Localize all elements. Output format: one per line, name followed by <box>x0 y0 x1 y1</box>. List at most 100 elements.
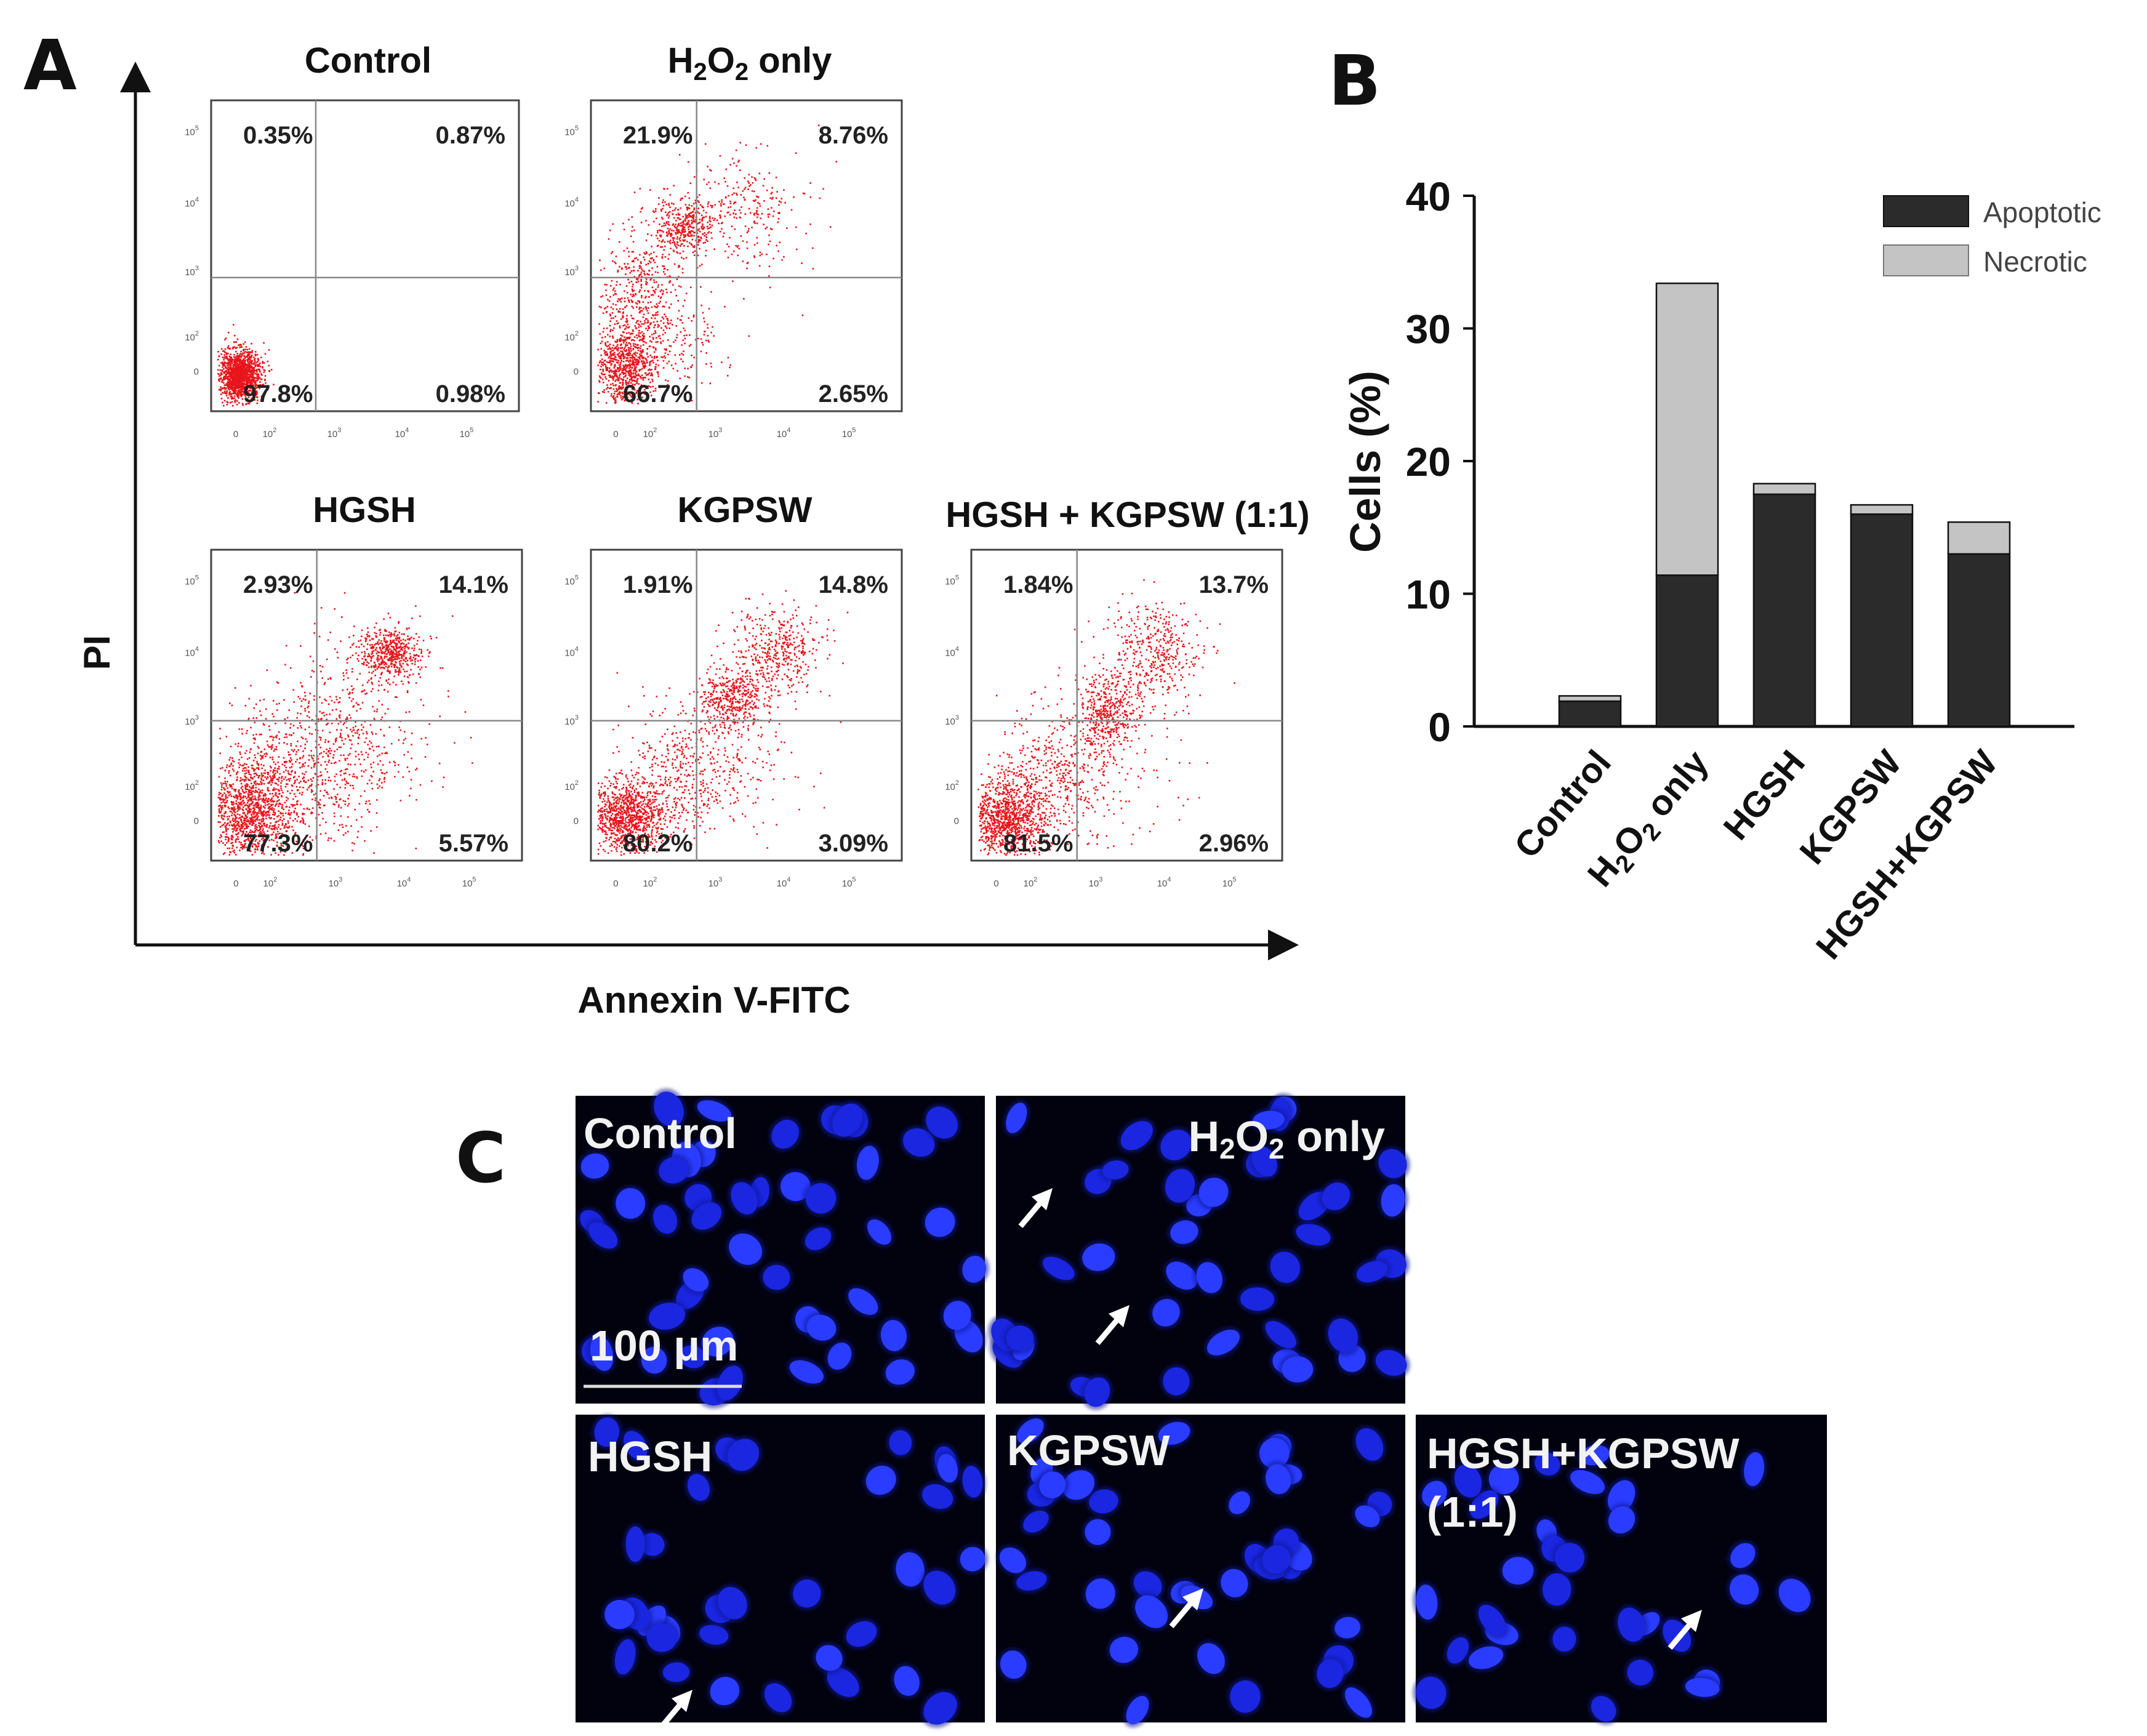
flow-dot <box>320 764 322 766</box>
flow-dot <box>692 316 695 318</box>
flow-dot <box>778 204 780 206</box>
flow-dot <box>768 213 771 215</box>
flow-dot <box>667 258 670 260</box>
flow-dot <box>331 797 333 799</box>
flow-dot <box>676 334 678 336</box>
flow-dot <box>261 757 263 758</box>
flow-dot <box>222 392 223 394</box>
flow-dot <box>289 778 291 780</box>
flow-dot <box>303 691 306 694</box>
flow-dot <box>274 827 276 829</box>
flow-dot <box>633 364 636 366</box>
flow-dot <box>231 347 234 350</box>
flow-dot <box>251 386 253 388</box>
flow-dot <box>262 844 264 846</box>
flow-dot <box>735 149 737 151</box>
flow-dot <box>669 281 671 283</box>
flow-dot <box>637 281 640 283</box>
flow-dot <box>319 807 321 809</box>
flow-dot <box>234 368 236 371</box>
flow-dot <box>632 361 634 363</box>
flow-dot <box>662 199 664 201</box>
flow-dot <box>246 391 249 393</box>
flow-dot <box>300 681 302 684</box>
flow-dot <box>668 224 670 226</box>
flow-dot <box>665 301 667 303</box>
flow-dot <box>252 816 254 819</box>
flow-dot <box>654 262 656 263</box>
flow-dot <box>315 729 317 731</box>
flow-dot <box>304 781 307 783</box>
flow-dot <box>607 348 609 350</box>
flow-dot <box>677 300 679 302</box>
flow-dot <box>706 225 708 228</box>
flow-dot <box>217 351 219 353</box>
flow-dot <box>631 385 633 387</box>
flow-dot <box>726 185 729 187</box>
flow-dot <box>270 854 272 856</box>
flow-dot <box>260 356 262 358</box>
flow-dot <box>271 735 273 737</box>
flow-dot <box>621 379 623 380</box>
flow-dot <box>747 188 749 190</box>
flow-dot <box>700 226 702 228</box>
flow-dot <box>694 212 697 214</box>
flow-dot <box>620 347 622 349</box>
flow-dot <box>242 375 244 377</box>
flow-dot <box>303 773 305 776</box>
flow-dot <box>250 798 252 800</box>
flow-dot <box>667 380 669 382</box>
flow-dot <box>769 228 772 230</box>
flow-dot <box>225 736 228 737</box>
flow-dot <box>656 235 657 237</box>
flow-dot <box>287 812 290 814</box>
flow-dot <box>267 771 268 774</box>
flow-dot <box>365 803 367 805</box>
flow-dot <box>246 810 249 812</box>
flow-dot <box>233 824 236 827</box>
flow-dot <box>650 252 652 255</box>
flow-dot <box>648 327 651 329</box>
flow-dot <box>748 228 750 230</box>
flow-dot <box>224 805 226 808</box>
flow-dot <box>627 263 629 265</box>
flow-dot <box>620 337 622 339</box>
flow-dot <box>308 754 310 757</box>
flow-dot <box>243 846 245 848</box>
flow-dot <box>731 253 733 255</box>
flow-dot <box>728 246 730 247</box>
flow-dot <box>289 780 291 782</box>
flow-dot <box>644 363 646 365</box>
flow-dot <box>683 227 686 228</box>
flow-dot <box>640 321 641 323</box>
flow-dot <box>282 850 284 851</box>
flow-dot <box>772 215 774 217</box>
flow-dot <box>246 366 249 368</box>
flow-title-hgsh: HGSH <box>313 490 416 530</box>
flow-dot <box>234 364 236 366</box>
flow-dot <box>242 370 244 372</box>
flow-dot <box>716 219 718 222</box>
flow-dot <box>291 734 292 736</box>
flow-dot <box>614 261 616 263</box>
flow-dot <box>618 377 620 380</box>
flow-dot <box>667 212 670 214</box>
flow-dot <box>610 395 612 397</box>
flow-dot <box>753 220 755 222</box>
flow-dot <box>293 793 295 795</box>
flow-dot <box>257 799 259 801</box>
flow-dot <box>600 366 602 368</box>
flow-dot <box>640 222 643 223</box>
flow-dot <box>601 361 603 363</box>
flow-dot <box>295 751 298 753</box>
flow-dot <box>348 794 350 797</box>
flow-dot <box>654 368 656 371</box>
flow-dot <box>658 197 660 199</box>
flow-dot <box>702 242 705 244</box>
flow-dot <box>301 817 303 819</box>
flow-dot <box>751 227 753 228</box>
flow-dot <box>371 766 372 768</box>
flow-dot <box>238 821 239 823</box>
flow-dot <box>656 307 658 308</box>
flow-dot <box>345 772 347 774</box>
